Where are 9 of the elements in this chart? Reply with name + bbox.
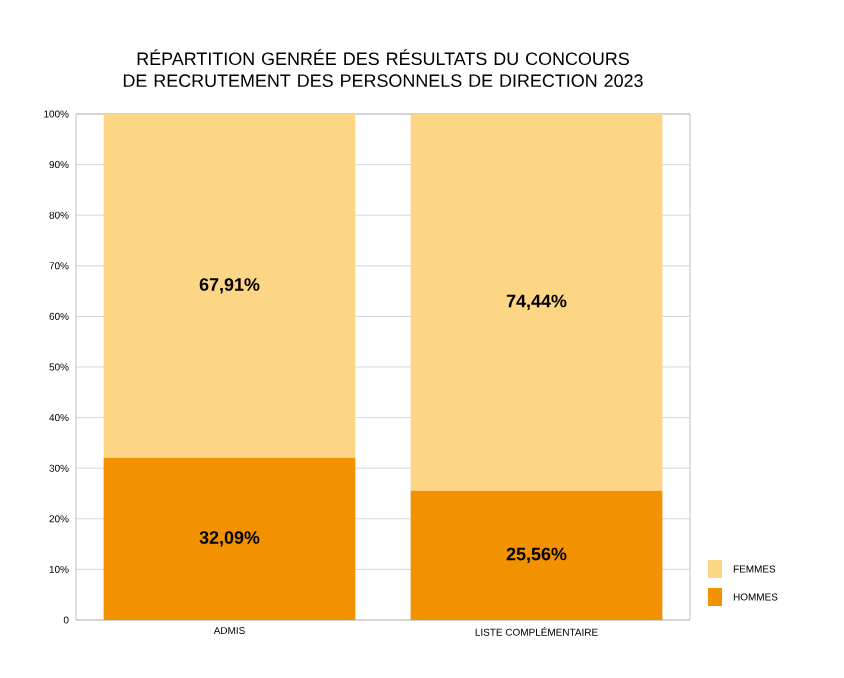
data-label: 32,09% — [199, 531, 260, 547]
data-label: 74,44% — [506, 294, 567, 310]
bar — [103, 113, 356, 458]
bar — [410, 490, 663, 620]
bar — [103, 457, 356, 620]
data-label: 25,56% — [506, 547, 567, 563]
chart-title: RÉPARTITION GENRÉE DES RÉSULTATS DU CONCOURS DE RECRUTEMENT DES PERSONNELS DE DIRECTION 2023 — [123, 49, 643, 88]
data-label: 67,91% — [199, 278, 260, 294]
bar — [410, 113, 663, 491]
